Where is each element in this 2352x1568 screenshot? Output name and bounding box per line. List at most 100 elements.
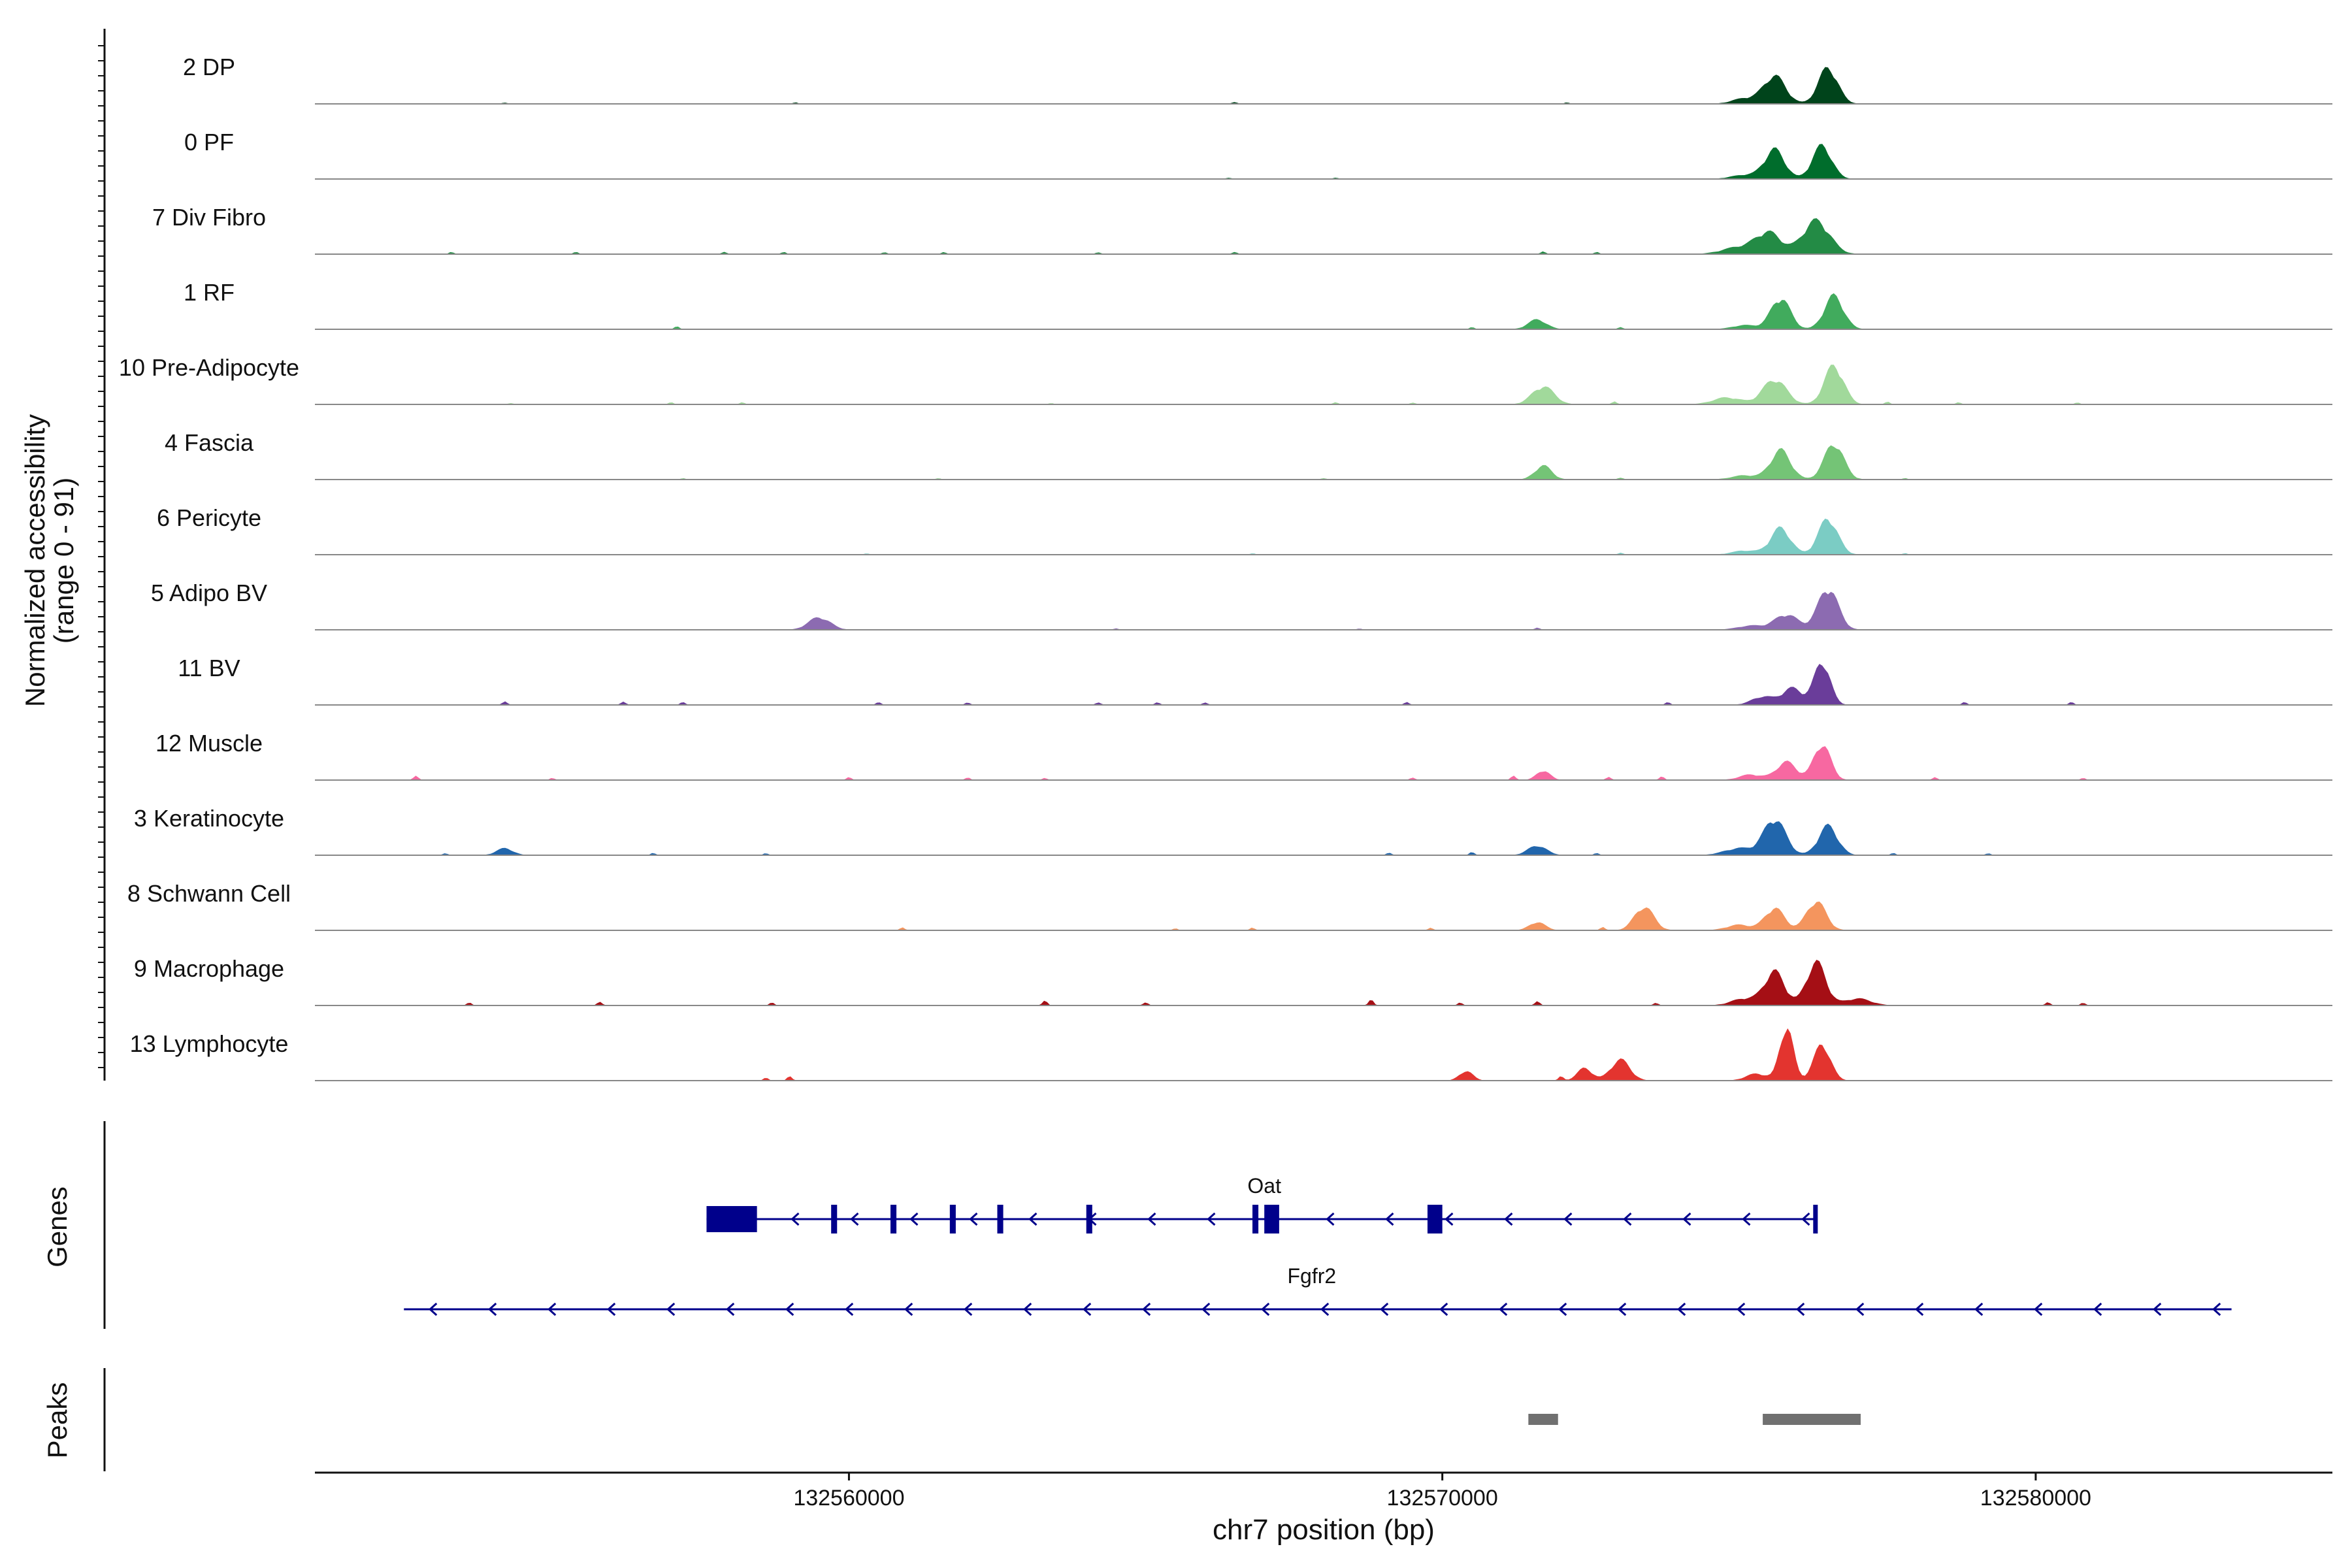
track-4: 1 RF <box>184 279 2332 330</box>
strand-arrow <box>1028 1212 1037 1226</box>
track-label: 0 PF <box>184 129 234 155</box>
track-11: 3 Keratinocyte <box>134 805 2332 856</box>
strand-arrow <box>1855 1302 1865 1316</box>
track-label: 5 Adipo BV <box>151 580 267 606</box>
strand-arrow <box>850 1212 859 1226</box>
exon <box>1813 1205 1818 1233</box>
strand-arrow <box>909 1212 919 1226</box>
coverage-area <box>315 746 2332 780</box>
gene-oat: Oat <box>706 1174 1818 1233</box>
strand-arrow <box>1736 1302 1746 1316</box>
coverage-area <box>315 901 2332 930</box>
coverage-area <box>315 960 2332 1005</box>
strand-arrow <box>1558 1302 1567 1316</box>
track-1: 2 DP <box>183 54 2332 105</box>
strand-arrow <box>1623 1212 1632 1226</box>
coverage-area <box>315 1028 2332 1081</box>
strand-arrow <box>666 1302 676 1316</box>
strand-arrow <box>1260 1302 1270 1316</box>
strand-arrow <box>1320 1302 1330 1316</box>
strand-arrow <box>2212 1302 2221 1316</box>
track-3: 7 Div Fibro <box>152 204 2332 255</box>
strand-arrow <box>791 1212 800 1226</box>
strand-arrow <box>547 1302 557 1316</box>
exon <box>1264 1205 1279 1233</box>
gene-name: Fgfr2 <box>1287 1264 1336 1288</box>
x-tick-label: 132560000 <box>793 1486 904 1511</box>
exon <box>1427 1205 1443 1233</box>
strand-arrow <box>969 1212 978 1226</box>
strand-arrow <box>1617 1302 1627 1316</box>
strand-arrow <box>606 1302 616 1316</box>
strand-arrow <box>963 1302 973 1316</box>
coverage-area <box>315 67 2332 104</box>
strand-arrow <box>2033 1302 2043 1316</box>
strand-arrow <box>2152 1302 2162 1316</box>
strand-arrow <box>1082 1302 1092 1316</box>
coverage-area <box>315 144 2332 179</box>
x-tick-label: 132570000 <box>1387 1486 1498 1511</box>
strand-arrow <box>1326 1212 1335 1226</box>
strand-arrow <box>1974 1302 1984 1316</box>
exon <box>706 1206 757 1232</box>
x-axis: 132560000 132570000 132580000 <box>793 1473 2091 1511</box>
coverage-area <box>315 365 2332 404</box>
track-14: 13 Lymphocyte <box>130 1028 2332 1081</box>
strand-arrow <box>1504 1212 1513 1226</box>
exon <box>997 1205 1004 1233</box>
strand-arrow <box>1022 1302 1032 1316</box>
coverage-area <box>315 518 2332 555</box>
strand-arrow <box>1147 1212 1156 1226</box>
coverage-area <box>315 664 2332 705</box>
track-8: 5 Adipo BV <box>151 580 2332 630</box>
strand-arrow <box>1801 1212 1810 1226</box>
track-7: 6 Pericyte <box>157 504 2332 555</box>
track-6: 4 Fascia <box>165 429 2332 480</box>
strand-arrow <box>1141 1302 1151 1316</box>
strand-arrow <box>725 1302 735 1316</box>
track-12: 8 Schwann Cell <box>127 880 2332 931</box>
coverage-area <box>315 293 2332 329</box>
coverage-area <box>315 591 2332 630</box>
strand-arrow <box>785 1302 794 1316</box>
track-label: 3 Keratinocyte <box>134 805 284 832</box>
track-5: 10 Pre-Adipocyte <box>119 354 2332 405</box>
peak-track <box>1528 1414 1861 1425</box>
exon <box>949 1205 956 1233</box>
coverage-area <box>315 445 2332 480</box>
gene-track: Oat Fgfr2 <box>404 1174 2232 1316</box>
exon <box>1252 1205 1259 1233</box>
exon <box>1086 1205 1092 1233</box>
strand-arrow <box>844 1302 854 1316</box>
coverage-area <box>315 218 2332 254</box>
strand-arrow <box>1201 1302 1211 1316</box>
track-label: 4 Fascia <box>165 429 254 456</box>
track-10: 12 Muscle <box>155 730 2332 781</box>
strand-arrow <box>904 1302 913 1316</box>
track-2: 0 PF <box>184 129 2332 180</box>
strand-arrow <box>1439 1302 1448 1316</box>
strand-arrow <box>1563 1212 1573 1226</box>
track-label: 7 Div Fibro <box>152 204 266 231</box>
strand-arrow <box>1379 1302 1389 1316</box>
coverage-area <box>315 821 2332 855</box>
coverage-tracks: 2 DP 0 PF 7 Div Fibro 1 RF 10 Pre-Adipocyte 4… <box>119 54 2332 1081</box>
track-13: 9 Macrophage <box>134 955 2332 1006</box>
strand-arrow <box>2093 1302 2102 1316</box>
track-label: 9 Macrophage <box>134 955 284 982</box>
exon <box>890 1205 897 1233</box>
strand-arrow <box>1385 1212 1394 1226</box>
track-label: 6 Pericyte <box>157 504 261 531</box>
track-label: 11 BV <box>178 655 240 681</box>
peak-region <box>1763 1414 1861 1425</box>
y-axis-label: Normalized accessibility <box>20 414 50 707</box>
gene-fgfr2: Fgfr2 <box>404 1264 2232 1316</box>
track-label: 12 Muscle <box>155 730 263 757</box>
track-label: 10 Pre-Adipocyte <box>119 354 299 381</box>
genes-panel-label: Genes <box>42 1186 73 1267</box>
strand-arrow <box>1676 1302 1686 1316</box>
exon <box>831 1205 838 1233</box>
x-tick-label: 132580000 <box>1980 1486 2091 1511</box>
peaks-panel-label: Peaks <box>42 1382 73 1459</box>
strand-arrow <box>487 1302 497 1316</box>
